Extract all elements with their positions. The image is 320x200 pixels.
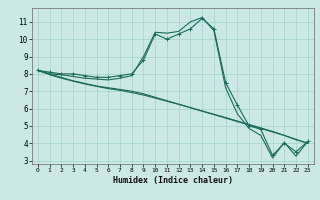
X-axis label: Humidex (Indice chaleur): Humidex (Indice chaleur): [113, 176, 233, 185]
